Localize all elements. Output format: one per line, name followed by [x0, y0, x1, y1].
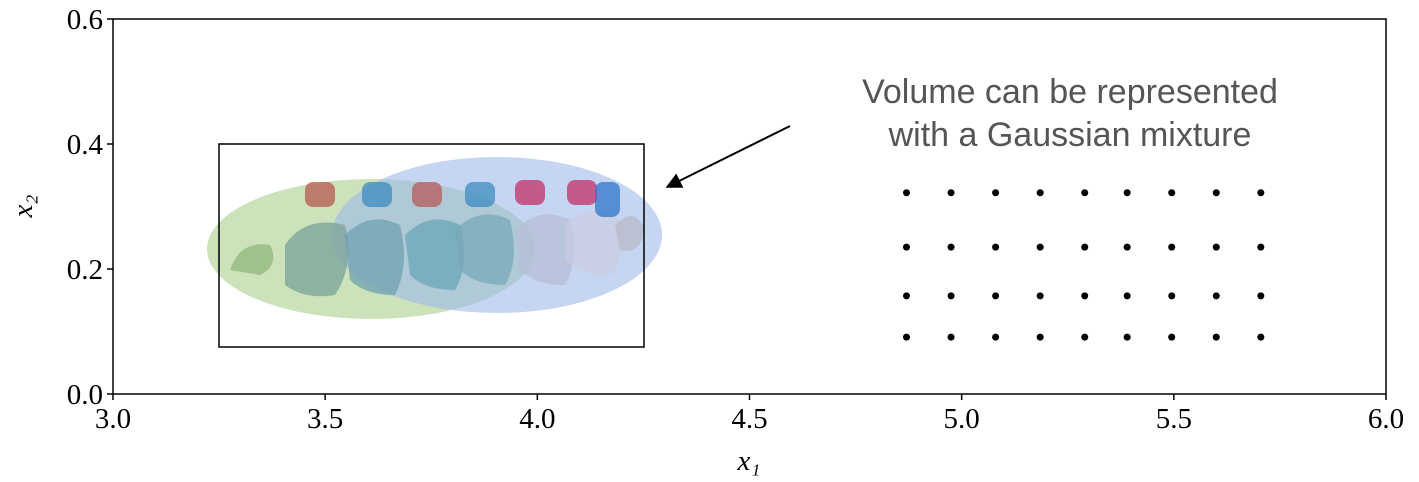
- y-tick-label: 0.2: [67, 254, 103, 286]
- point: [1037, 244, 1044, 251]
- point: [1081, 334, 1088, 341]
- point: [1124, 292, 1131, 299]
- point: [1037, 334, 1044, 341]
- x-tick-label: 4.5: [731, 403, 767, 435]
- point: [992, 292, 999, 299]
- point: [1168, 244, 1175, 251]
- point: [948, 334, 955, 341]
- point: [903, 334, 910, 341]
- annotation: Volume can be represented: [862, 73, 1278, 111]
- point: [1081, 292, 1088, 299]
- point: [948, 189, 955, 196]
- point: [1257, 244, 1264, 251]
- point: [948, 292, 955, 299]
- point: [903, 292, 910, 299]
- y-tick-label: 0.4: [67, 129, 104, 161]
- point: [1213, 244, 1220, 251]
- x-tick-label: 5.0: [944, 403, 980, 435]
- x-tick-label: 5.5: [1156, 403, 1192, 435]
- point: [1081, 189, 1088, 196]
- x-tick-label: 3.5: [307, 403, 343, 435]
- point: [1257, 189, 1264, 196]
- point: [992, 334, 999, 341]
- point: [1081, 244, 1088, 251]
- x-tick-label: 6.0: [1368, 403, 1404, 435]
- point: [992, 244, 999, 251]
- chart: Volume can be represented with a Gaussia…: [0, 0, 1419, 482]
- point: [903, 189, 910, 196]
- point: [1213, 334, 1220, 341]
- y-tick-label: 0.6: [67, 4, 103, 36]
- y-axis-label: x₂: [7, 195, 39, 219]
- x-tick-label: 4.0: [519, 403, 555, 435]
- point: [903, 244, 910, 251]
- point: [1213, 189, 1220, 196]
- point: [1168, 334, 1175, 341]
- point: [1124, 189, 1131, 196]
- y-tick-label: 0.0: [67, 379, 103, 411]
- point: [1168, 292, 1175, 299]
- point: [1213, 292, 1220, 299]
- point: [1257, 292, 1264, 299]
- point: [1124, 334, 1131, 341]
- annotation: with a Gaussian mixture: [888, 116, 1252, 154]
- point: [992, 189, 999, 196]
- point: [948, 244, 955, 251]
- x-axis-label: x₁: [737, 445, 761, 477]
- point: [1037, 189, 1044, 196]
- point: [1037, 292, 1044, 299]
- point: [1257, 334, 1264, 341]
- volume-illustration: [207, 126, 790, 347]
- point: [1168, 189, 1175, 196]
- point: [1124, 244, 1131, 251]
